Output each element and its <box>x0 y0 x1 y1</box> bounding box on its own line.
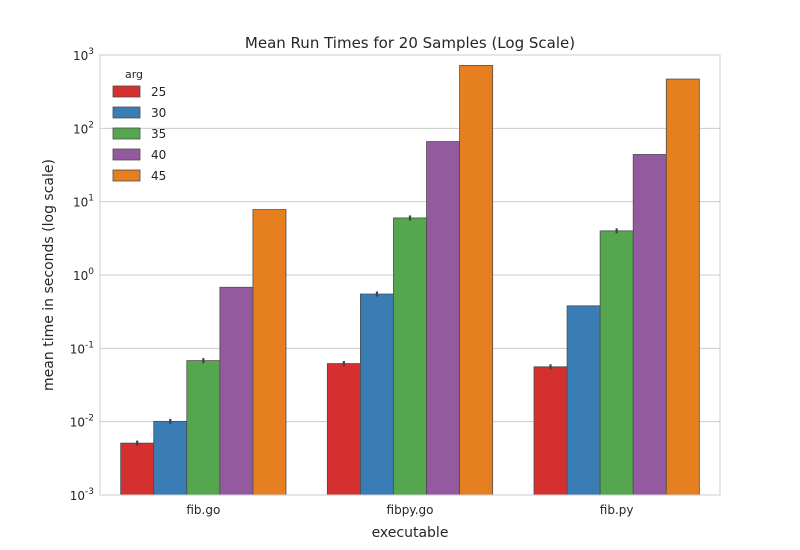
chart-title: Mean Run Times for 20 Samples (Log Scale… <box>245 34 575 52</box>
bar <box>219 286 254 496</box>
bar <box>632 154 667 496</box>
bar <box>426 141 460 496</box>
bar <box>120 442 155 496</box>
bar <box>326 363 361 496</box>
legend-entry-label: 40 <box>151 148 166 162</box>
bar <box>359 293 394 496</box>
legend-swatch <box>112 85 141 98</box>
plot-frame <box>99 54 721 496</box>
x-tick-label: fibpy.go <box>387 503 434 517</box>
legend-entry-label: 25 <box>151 85 166 99</box>
bar <box>186 360 221 496</box>
legend-swatch <box>112 106 141 119</box>
legend-swatch <box>112 127 141 140</box>
legend-title: arg <box>125 68 143 81</box>
y-axis-label: mean time in seconds (log scale) <box>41 159 57 391</box>
bar <box>459 65 494 496</box>
y-tick-label: 102 <box>73 120 94 136</box>
y-tick-label: 10-1 <box>70 340 94 356</box>
bar <box>533 366 568 496</box>
legend-swatch <box>112 169 141 182</box>
legend-entry-label: 45 <box>151 169 166 183</box>
y-tick-label: 103 <box>73 47 94 63</box>
y-tick-label: 10-2 <box>70 414 94 430</box>
bar <box>252 209 287 496</box>
bar <box>393 217 427 496</box>
bars <box>120 65 700 496</box>
legend-entry-label: 35 <box>151 127 166 141</box>
bar <box>566 305 601 496</box>
x-tick-label: fib.go <box>186 503 220 517</box>
bar <box>599 230 634 496</box>
legend-entry-label: 30 <box>151 106 166 120</box>
x-tick-label: fib.py <box>600 503 634 517</box>
y-tick-label: 101 <box>73 194 94 210</box>
axis-ticks: 10-3 10-2 10-1 100 101 102 103 fib.go fibpy.go fi… <box>70 47 634 517</box>
x-axis-label: executable <box>372 525 449 541</box>
y-tick-label: 10-3 <box>70 487 94 503</box>
bar <box>665 78 700 496</box>
y-tick-label: 100 <box>73 267 94 283</box>
legend: arg 25 30 35 40 45 <box>112 68 166 183</box>
legend-swatch <box>112 148 141 161</box>
bar <box>153 420 188 496</box>
